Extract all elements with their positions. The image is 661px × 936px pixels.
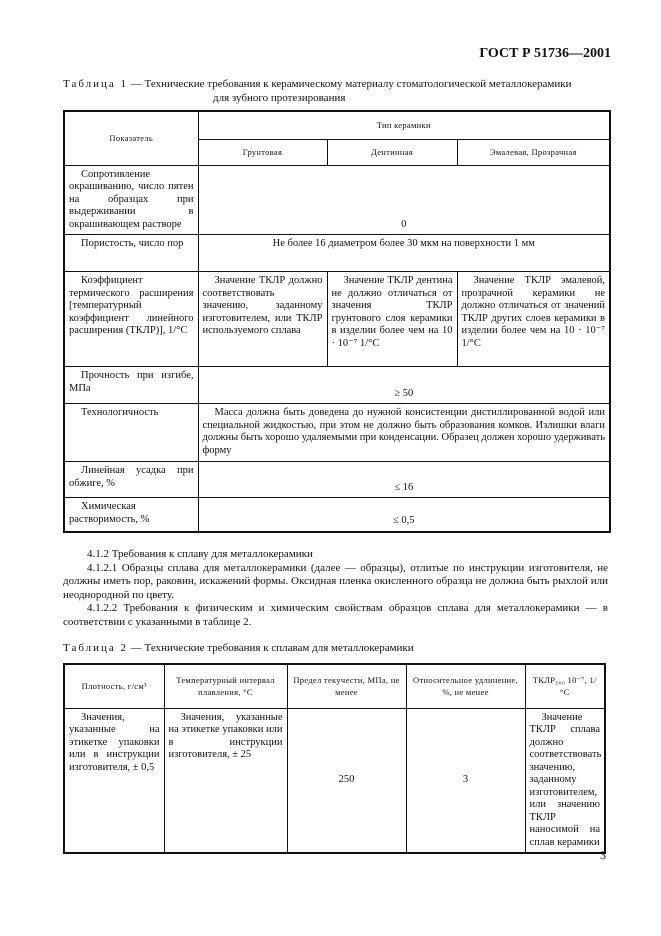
table-row: Значения, указанные на этикетке упаковки… xyxy=(63,707,606,854)
table-row: Сопротивление окрашиванию, число пятен н… xyxy=(63,164,611,235)
row-label: Сопротивление окрашиванию, число пятен н… xyxy=(63,164,199,235)
row-label: Технологичность xyxy=(63,403,199,462)
table2-header: Относительное удлинение, %, не менее xyxy=(405,663,526,709)
row-value: Значение ТКЛР эмалевой, прозрачной керам… xyxy=(456,271,611,367)
row-value: ≥ 50 xyxy=(197,366,611,404)
row-label: Прочность при изгибе, МПа xyxy=(63,366,199,404)
paragraph: 4.1.2.1 Образцы сплава для металлокерами… xyxy=(63,561,608,601)
table1-title-cont: для зубного протезирования xyxy=(213,92,346,104)
table2: Плотность, г/см³ Температурный интервал … xyxy=(63,663,606,854)
table1-header-type: Тип керамики xyxy=(197,110,611,140)
row-value: ≤ 0,5 xyxy=(197,497,611,532)
table-row: Линейная усадка при обжиге, % ≤ 16 xyxy=(63,461,611,498)
table2-header: Плотность, г/см³ xyxy=(63,663,165,709)
table2-header: Температурный интервал плавления, °С xyxy=(163,663,288,709)
table2-header: Предел текучести, МПа, не менее xyxy=(286,663,407,709)
table2-header: ТКЛР₅₀₀ 10⁻⁷, 1/°С xyxy=(524,663,606,709)
row-value: Не более 16 диаметром более 30 мкм на по… xyxy=(197,234,611,272)
table2-label: Таблица 2 xyxy=(63,642,129,654)
table1-subheader: Грунтовая xyxy=(197,138,328,166)
table1-caption: Таблица 1 — Технические требования к кер… xyxy=(63,77,623,105)
row-value: Значения, указанные на этикетке упаковки… xyxy=(163,707,288,854)
document-code: ГОСТ Р 51736—2001 xyxy=(479,46,611,61)
table-row: Химическая растворимость, % ≤ 0,5 xyxy=(63,497,611,532)
table-row: Коэффициент термического расширения [тем… xyxy=(63,271,611,367)
row-value: Масса должна быть доведена до нужной кон… xyxy=(197,403,611,462)
table2-caption: Таблица 2 — Технические требования к спл… xyxy=(63,641,414,655)
table1-subheader: Эмалевая, Прозрачная xyxy=(456,138,611,166)
row-value: ≤ 16 xyxy=(197,461,611,498)
table2-title: — Технические требования к сплавам для м… xyxy=(128,642,414,654)
page-number: 3 xyxy=(600,848,606,862)
row-label: Линейная усадка при обжиге, % xyxy=(63,461,199,498)
paragraph: 4.1.2 Требования к сплаву для металлокер… xyxy=(87,548,313,560)
row-label: Пористость, число пор xyxy=(63,234,199,272)
table1-label: Таблица 1 xyxy=(63,78,129,90)
row-value: 0 xyxy=(197,164,611,235)
table1: Показатель Тип керамики Грунтовая Дентинна… xyxy=(63,110,612,533)
table-row: Пористость, число пор Не более 16 диаметр… xyxy=(63,234,611,272)
row-value: Значение ТКЛР должно соответствовать зна… xyxy=(197,271,328,367)
row-value: Значение ТКЛР дентина не должно отличать… xyxy=(326,271,458,367)
table1-title: — Технические требования к керамическому… xyxy=(128,78,572,90)
row-label: Химическая растворимость, % xyxy=(63,497,199,532)
table1-header-indicator: Показатель xyxy=(63,110,199,166)
paragraph: 4.1.2.2 Требования к физическим и химиче… xyxy=(63,602,608,628)
row-value: 3 xyxy=(405,707,526,854)
row-value: Значения, указанные на этикетке упаковки… xyxy=(63,707,165,854)
body-text: 4.1.2 Требования к сплаву для металлокер… xyxy=(63,548,608,629)
table-row: Прочность при изгибе, МПа ≥ 50 xyxy=(63,366,611,404)
row-label: Коэффициент термического расширения [тем… xyxy=(63,271,199,367)
row-value: Значение ТКЛР сплава должно соответствов… xyxy=(524,707,606,854)
row-value: 250 xyxy=(286,707,407,854)
table-row: Технологичность Масса должна быть доведен… xyxy=(63,403,611,462)
table1-subheader: Дентинная xyxy=(326,138,458,166)
